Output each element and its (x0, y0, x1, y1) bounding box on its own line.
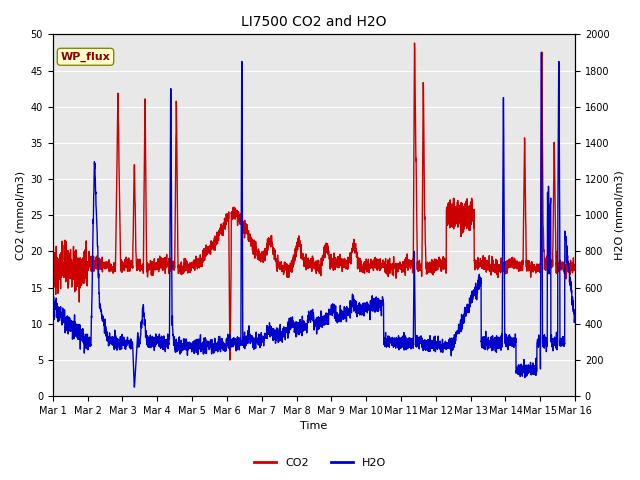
X-axis label: Time: Time (300, 421, 328, 432)
Text: WP_flux: WP_flux (61, 52, 110, 62)
Y-axis label: CO2 (mmol/m3): CO2 (mmol/m3) (15, 171, 25, 260)
Title: LI7500 CO2 and H2O: LI7500 CO2 and H2O (241, 15, 387, 29)
Legend: CO2, H2O: CO2, H2O (250, 453, 390, 472)
Y-axis label: H2O (mmol/m3): H2O (mmol/m3) (615, 170, 625, 260)
